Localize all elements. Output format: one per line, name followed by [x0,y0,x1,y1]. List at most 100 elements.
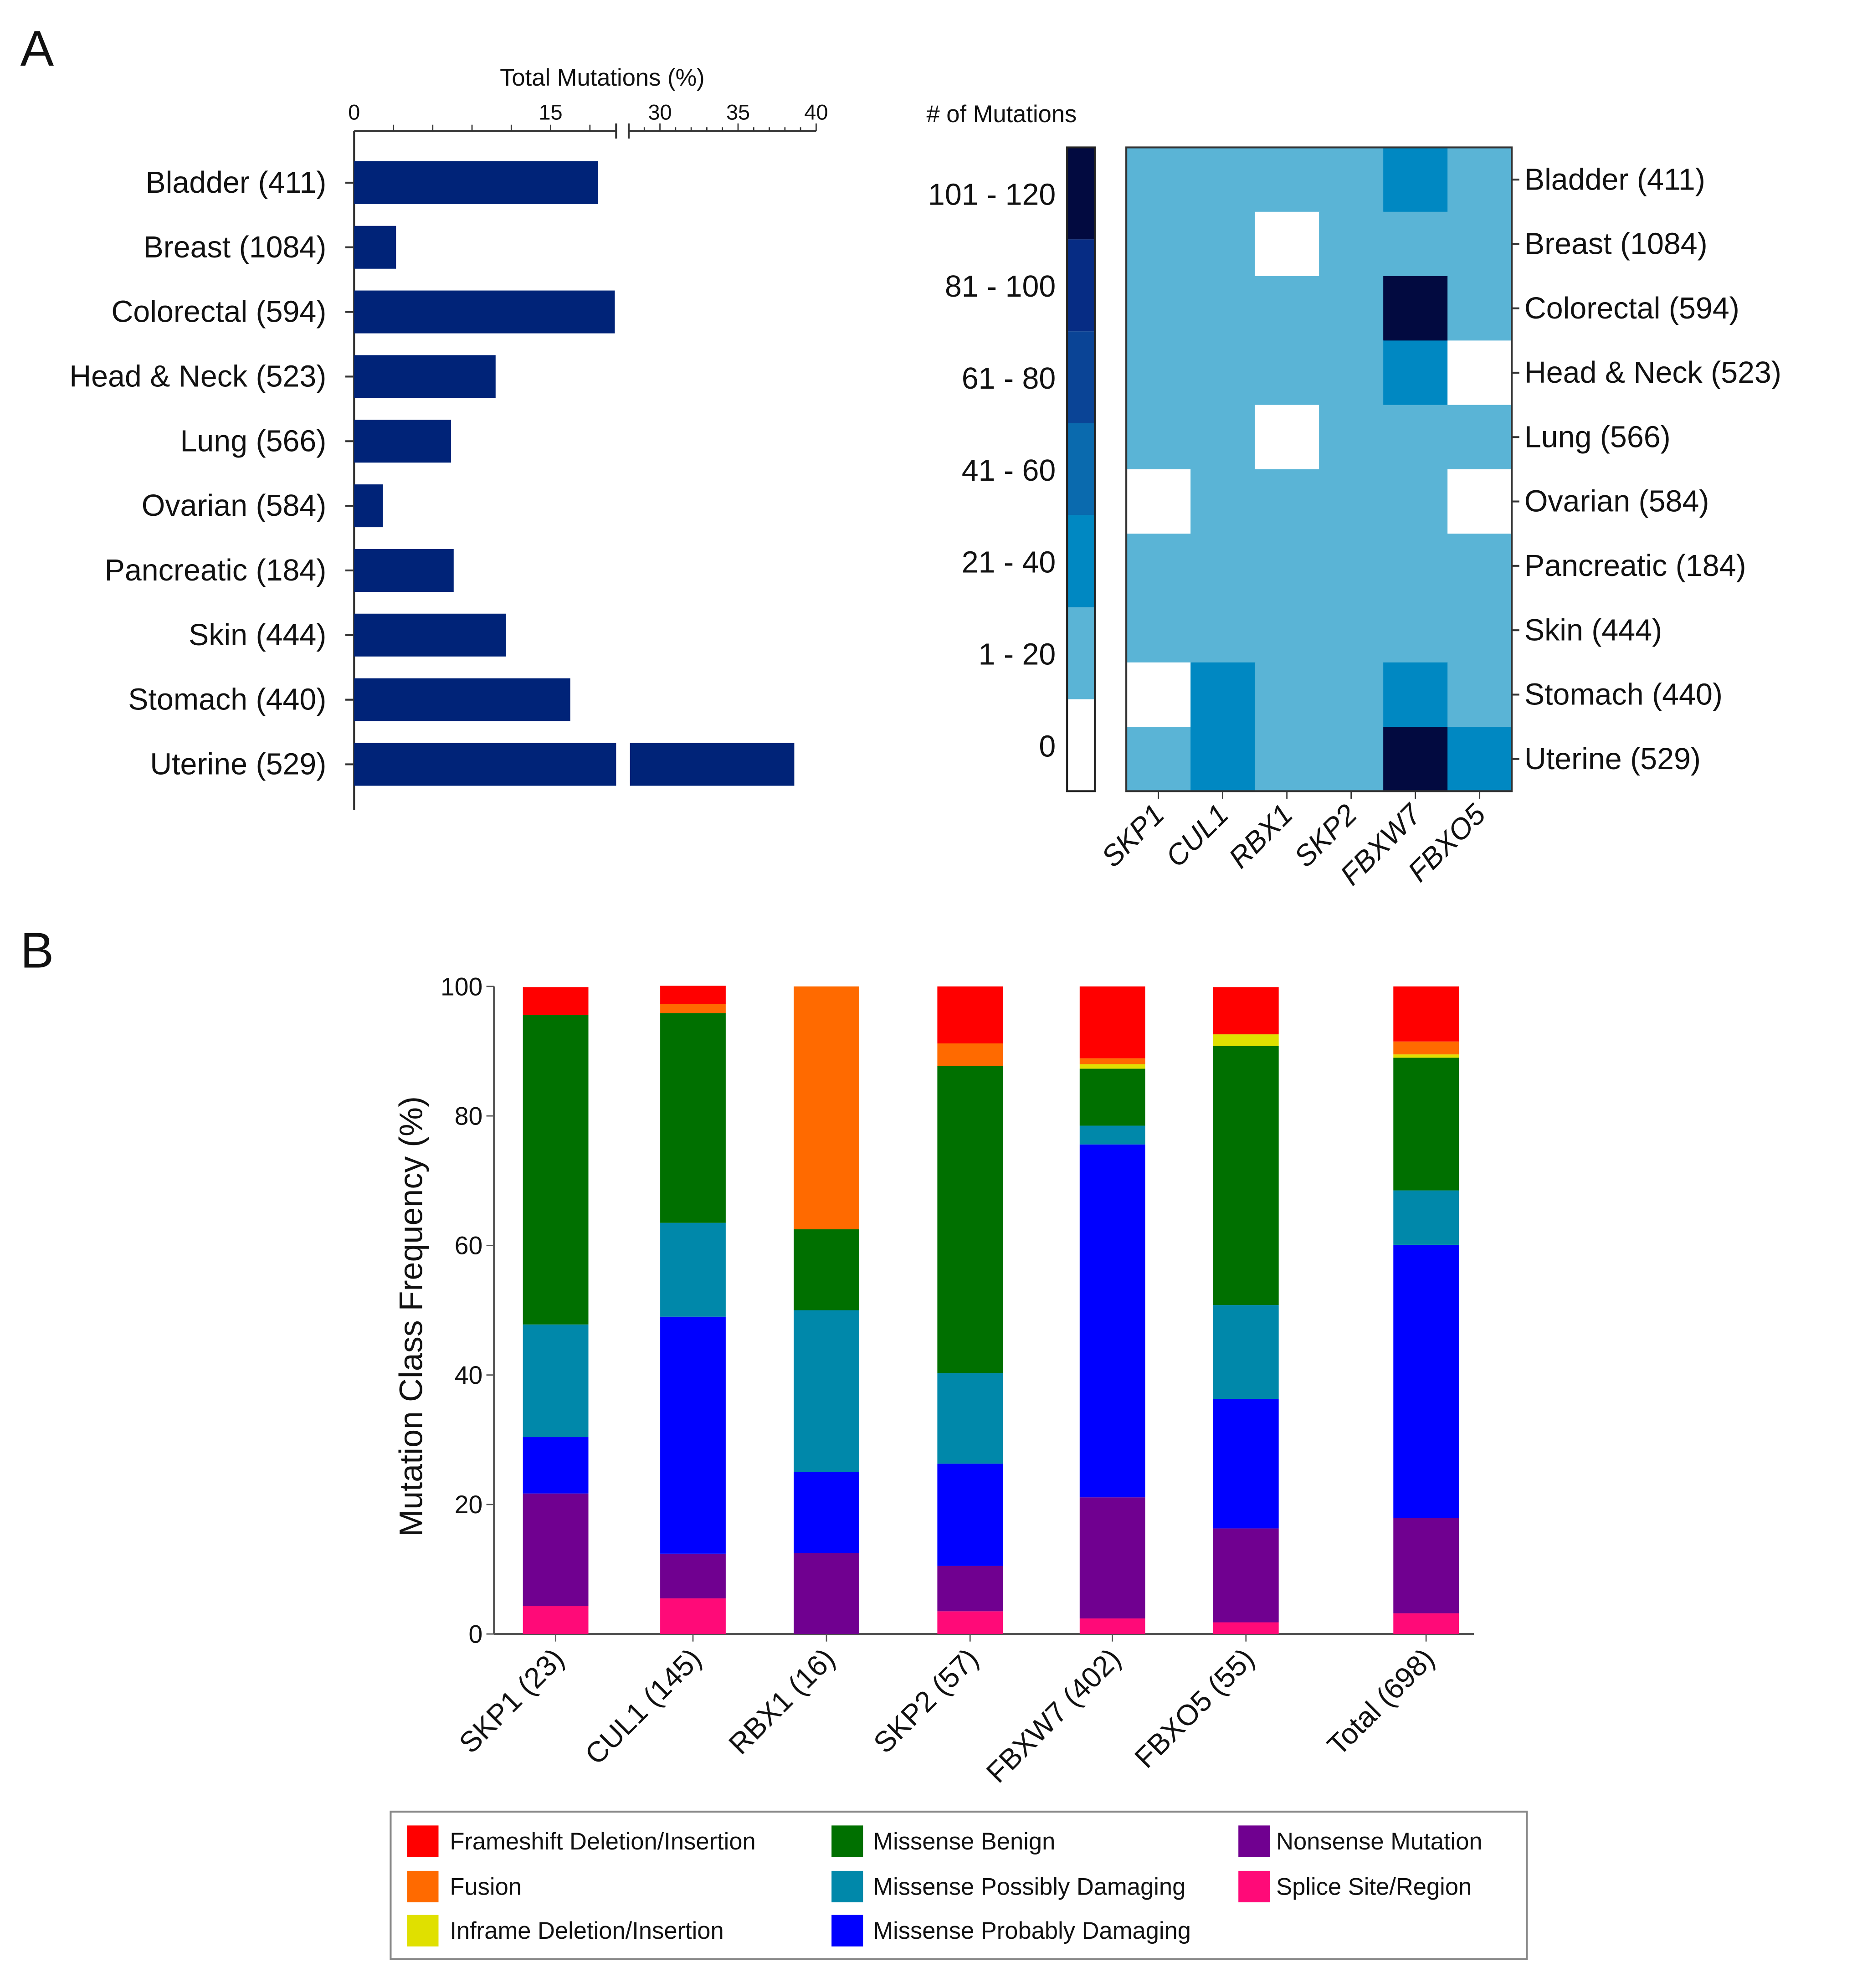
stacked-segment [794,986,859,1229]
x-category-label: FBXW7 (402) [980,1642,1127,1789]
heatmap-cell [1447,211,1513,277]
heatmap-cell [1447,534,1513,599]
heatmap-cell [1319,534,1384,599]
bar [354,678,570,721]
legend-swatch [407,1915,439,1947]
stacked-segment [1079,1068,1145,1126]
heatmap-cell [1319,662,1384,728]
legend-label: Fusion [450,1873,522,1900]
bar [354,226,396,269]
heatmap-cell [1319,340,1384,406]
y-tick-label: 0 [469,1620,483,1648]
stacked-segment [794,1553,859,1634]
heatmap-cell [1447,469,1513,534]
heatmap-cell [1383,727,1448,792]
colorbar-bin [1067,239,1095,332]
row-label: Ovarian (584) [1524,485,1709,519]
legend-swatch [407,1870,439,1902]
heatmap-cell [1126,727,1191,792]
row-label: Stomach (440) [1524,678,1723,712]
colorbar-label: 61 - 80 [962,362,1056,396]
heatmap-cell [1383,662,1448,728]
heatmap-cell [1126,211,1191,277]
panel-label-a: A [21,21,54,77]
y-tick-label: 80 [455,1102,483,1130]
heatmap-cell [1319,147,1384,213]
bar [354,549,454,592]
legend-box [390,1810,1528,1960]
stacked-segment [937,1066,1003,1373]
heatmap-cell [1190,276,1256,341]
heatmap-cell [1383,276,1448,341]
heatmap-cell [1383,211,1448,277]
heatmap-cell [1126,469,1191,534]
y-category-label: Breast (1084) [143,231,326,264]
legend-label: Missense Possibly Damaging [873,1873,1185,1900]
bar [354,484,383,528]
heatmap-cell [1319,276,1384,341]
bar [354,161,598,204]
heatmap-cell [1190,534,1256,599]
bar-after-break [630,743,795,786]
legend-swatch [831,1915,863,1947]
colorbar-bin [1067,607,1095,699]
legend-label: Splice Site/Region [1276,1873,1472,1900]
legend-swatch [407,1825,439,1857]
legend-swatch [831,1825,863,1857]
colorbar-bin [1067,423,1095,515]
stacked-segment [660,1598,726,1634]
y-axis-title: Mutation Class Frequency (%) [393,1096,430,1537]
legend: Frameshift Deletion/Insertion Fusion Infra… [390,1810,1528,1960]
mutation-heatmap: # of Mutations 0 1 - 20 21 - 40 41 - 60 61 - … [926,101,1781,891]
heatmap-cell [1190,211,1256,277]
heatmap-cell [1383,469,1448,534]
heatmap-cell [1190,340,1256,406]
stacked-segment [1213,1305,1279,1399]
legend-swatch [1238,1870,1270,1902]
legend-label: Inframe Deletion/Insertion [450,1917,723,1944]
stacked-segment [660,986,726,1004]
row-label: Uterine (529) [1524,742,1701,776]
stacked-segment [1393,1613,1459,1634]
stacked-segment [523,1324,589,1438]
row-label: Lung (566) [1524,420,1671,454]
heatmap-cell [1126,147,1191,213]
colorbar-label: 1 - 20 [979,637,1056,671]
heatmap-cell [1319,405,1384,470]
stacked-segment [794,1310,859,1472]
y-category-label: Bladder (411) [145,166,326,200]
stacked-segment [660,1553,726,1598]
heatmap-cell [1447,276,1513,341]
x-category-label: SKP2 (57) [867,1642,985,1760]
heatmap-cell [1447,598,1513,663]
stacked-segment [1393,1190,1459,1245]
heatmap-cell [1190,598,1256,663]
x-tick-label: 30 [648,100,672,124]
heatmap-cell [1190,405,1256,470]
heatmap-cell [1255,147,1320,213]
heatmap-cell [1319,211,1384,277]
stacked-segment [523,1437,589,1494]
legend-swatch [1238,1825,1270,1857]
legend-label: Nonsense Mutation [1276,1828,1483,1855]
row-label: Bladder (411) [1524,163,1705,196]
stacked-segment [660,1004,726,1013]
stacked-segment [660,1316,726,1554]
stacked-segment [937,1043,1003,1066]
legend-label: Missense Benign [873,1828,1055,1855]
heatmap-cell [1447,405,1513,470]
stacked-segment [523,987,589,1015]
stacked-segment [794,1472,859,1553]
heatmap-cell [1126,340,1191,406]
colorbar-bin [1067,331,1095,424]
y-tick-label: 40 [455,1361,483,1389]
heatmap-cell [1126,276,1191,341]
y-tick-label: 100 [441,972,482,1001]
stacked-segment [1213,987,1279,1035]
bar [354,290,615,334]
x-tick-label: 15 [539,100,562,124]
heatmap-cell [1447,662,1513,728]
y-category-label: Uterine (529) [150,748,326,781]
heatmap-cell [1447,340,1513,406]
